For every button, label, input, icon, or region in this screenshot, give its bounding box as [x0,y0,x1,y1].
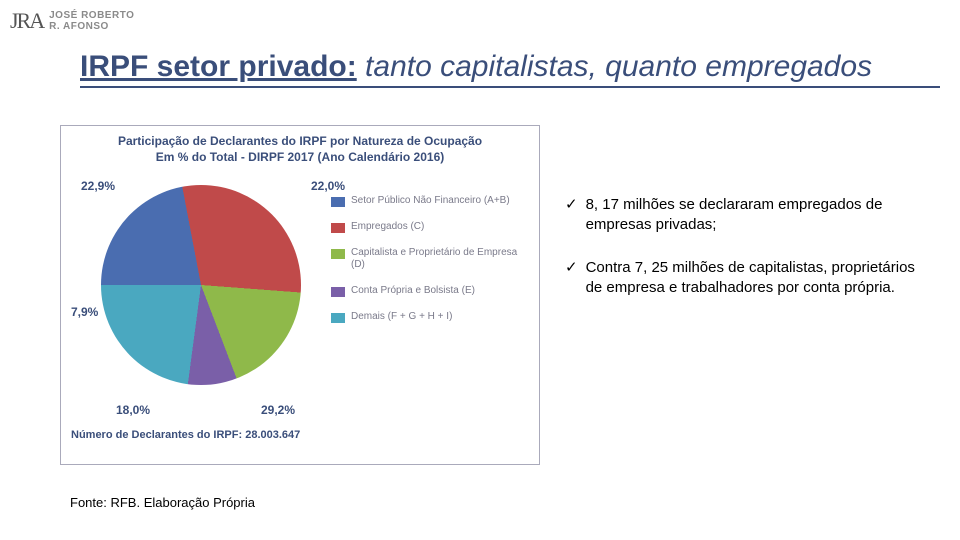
legend-swatch [331,249,345,259]
legend-swatch [331,223,345,233]
legend-label: Capitalista e Proprietário de Empresa (D… [351,247,531,271]
chart-title-line2: Em % do Total - DIRPF 2017 (Ano Calendár… [156,150,445,164]
bullet-item: ✓Contra 7, 25 milhões de capitalistas, p… [565,258,935,297]
pct-label: 22,0% [311,179,345,193]
logo-text-block: JOSÉ ROBERTO R. AFONSO [49,10,134,32]
legend-item: Conta Própria e Bolsista (E) [331,285,531,297]
check-icon: ✓ [565,258,578,297]
source: Fonte: RFB. Elaboração Própria [70,495,255,510]
title-main: IRPF setor privado: [80,50,357,83]
legend-swatch [331,197,345,207]
slide: JRA JOSÉ ROBERTO R. AFONSO IRPF setor pr… [0,0,960,540]
logo-mark: JRA [10,8,43,34]
logo-line1: JOSÉ ROBERTO [49,10,134,21]
pct-label: 22,9% [81,179,115,193]
title-sub: tanto capitalistas, quanto empregados [357,50,872,83]
legend-label: Conta Própria e Bolsista (E) [351,285,475,297]
legend-swatch [331,313,345,323]
bullets: ✓8, 17 milhões se declararam empregados … [565,195,935,321]
chart-title-line1: Participação de Declarantes do IRPF por … [118,134,482,148]
chart-footer: Número de Declarantes do IRPF: 28.003.64… [71,429,529,441]
bullet-text: Contra 7, 25 milhões de capitalistas, pr… [586,258,935,297]
bullet-item: ✓8, 17 milhões se declararam empregados … [565,195,935,234]
bullet-text: 8, 17 milhões se declararam empregados d… [586,195,935,234]
pct-label: 29,2% [261,403,295,417]
chart-title: Participação de Declarantes do IRPF por … [71,134,529,165]
legend: Setor Público Não Financeiro (A+B) Empreg… [331,195,531,337]
pie [101,185,301,385]
pct-label: 7,9% [71,305,98,319]
logo-line2: R. AFONSO [49,21,134,32]
check-icon: ✓ [565,195,578,234]
chart-body: 22,0%29,2%18,0%7,9%22,9% Setor Público N… [71,175,529,425]
title: IRPF setor privado: tanto capitalistas, … [80,50,940,88]
logo: JRA JOSÉ ROBERTO R. AFONSO [10,8,134,34]
legend-label: Demais (F + G + H + I) [351,311,452,323]
legend-item: Setor Público Não Financeiro (A+B) [331,195,531,207]
legend-item: Empregados (C) [331,221,531,233]
legend-item: Demais (F + G + H + I) [331,311,531,323]
pct-label: 18,0% [116,403,150,417]
legend-label: Setor Público Não Financeiro (A+B) [351,195,510,207]
pie-wrap: 22,0%29,2%18,0%7,9%22,9% [101,185,301,385]
legend-label: Empregados (C) [351,221,424,233]
pie-chart: Participação de Declarantes do IRPF por … [60,125,540,465]
legend-item: Capitalista e Proprietário de Empresa (D… [331,247,531,271]
legend-swatch [331,287,345,297]
